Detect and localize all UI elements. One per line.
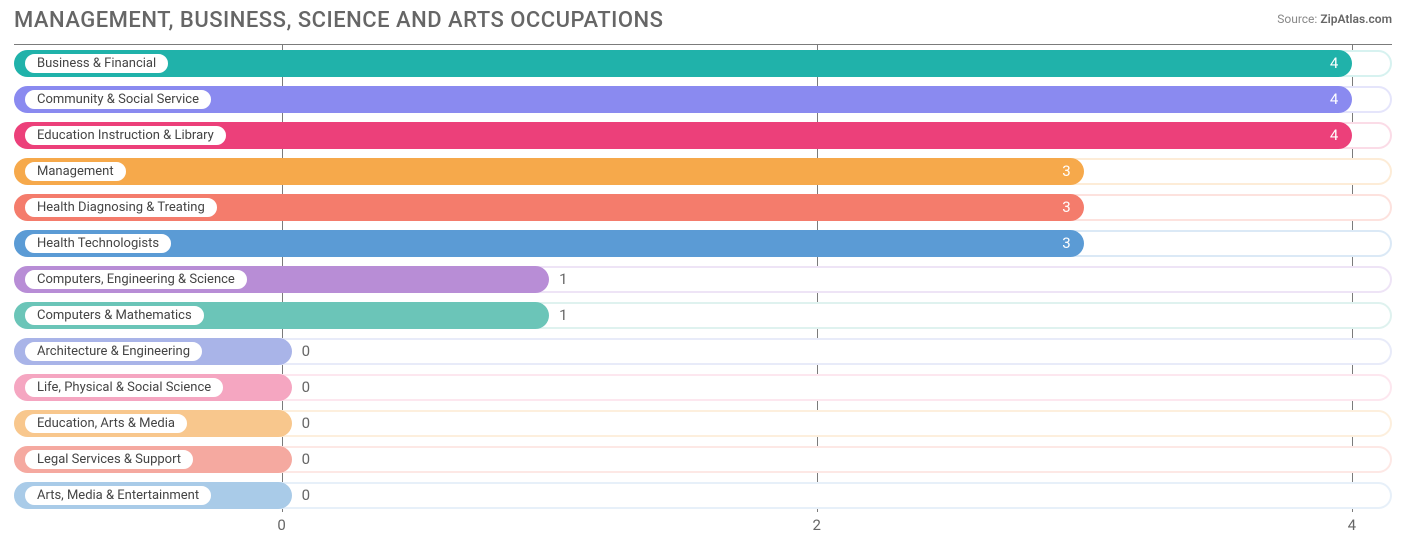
bar-value-label: 3: [1062, 194, 1070, 221]
bar-category-pill: Health Diagnosing & Treating: [24, 197, 218, 218]
bar-row: Architecture & Engineering 0: [14, 338, 1392, 365]
bar-row: Life, Physical & Social Science 0: [14, 374, 1392, 401]
chart-plot-area: 024Business & Financial4Community & Soci…: [14, 44, 1392, 544]
bar-category-pill: Education, Arts & Media: [24, 413, 188, 434]
source-prefix: Source:: [1277, 12, 1320, 26]
bar-category-pill: Life, Physical & Social Science: [24, 377, 224, 398]
bar-row: Education Instruction & Library 4: [14, 122, 1392, 149]
bar-row: Computers & Mathematics 1: [14, 302, 1392, 329]
bar-value-label: 0: [302, 374, 310, 401]
bar-fill: [14, 158, 1084, 185]
bar-category-pill: Arts, Media & Entertainment: [24, 485, 212, 506]
bar-fill: [14, 230, 1084, 257]
bar-category-pill: Computers & Mathematics: [24, 305, 205, 326]
bar-value-label: 3: [1062, 230, 1070, 257]
bar-value-label: 0: [302, 446, 310, 473]
bar-value-label: 1: [559, 266, 567, 293]
bar-row: Arts, Media & Entertainment 0: [14, 482, 1392, 509]
chart-title: MANAGEMENT, BUSINESS, SCIENCE AND ARTS O…: [14, 8, 663, 33]
bar-category-pill: Education Instruction & Library: [24, 125, 227, 146]
bar-value-label: 0: [302, 482, 310, 509]
bar-category-pill: Community & Social Service: [24, 89, 212, 110]
bar-category-pill: Health Technologists: [24, 233, 172, 254]
bar-value-label: 4: [1330, 86, 1338, 113]
bar-value-label: 0: [302, 338, 310, 365]
bar-category-pill: Management: [24, 161, 127, 182]
bar-value-label: 4: [1330, 50, 1338, 77]
x-tick-label: 0: [277, 516, 285, 534]
bar-row: Health Technologists 3: [14, 230, 1392, 257]
bar-category-pill: Architecture & Engineering: [24, 341, 203, 362]
bar-category-pill: Legal Services & Support: [24, 449, 194, 470]
bar-row: Education, Arts & Media 0: [14, 410, 1392, 437]
source-name: ZipAtlas.com: [1320, 12, 1392, 26]
bar-category-pill: Computers, Engineering & Science: [24, 269, 248, 290]
bar-row: Community & Social Service 4: [14, 86, 1392, 113]
bar-category-pill: Business & Financial: [24, 53, 169, 74]
x-tick-label: 4: [1348, 516, 1356, 534]
chart-source: Source: ZipAtlas.com: [1277, 12, 1392, 26]
bar-row: Computers, Engineering & Science 1: [14, 266, 1392, 293]
bar-row: Business & Financial 4: [14, 50, 1392, 77]
bar-fill: [14, 50, 1352, 77]
x-tick-label: 2: [812, 516, 820, 534]
bar-row: Health Diagnosing & Treating 3: [14, 194, 1392, 221]
bar-value-label: 1: [559, 302, 567, 329]
bar-row: Management 3: [14, 158, 1392, 185]
bar-value-label: 3: [1062, 158, 1070, 185]
bar-value-label: 0: [302, 410, 310, 437]
bar-row: Legal Services & Support 0: [14, 446, 1392, 473]
bar-value-label: 4: [1330, 122, 1338, 149]
bar-fill: [14, 86, 1352, 113]
